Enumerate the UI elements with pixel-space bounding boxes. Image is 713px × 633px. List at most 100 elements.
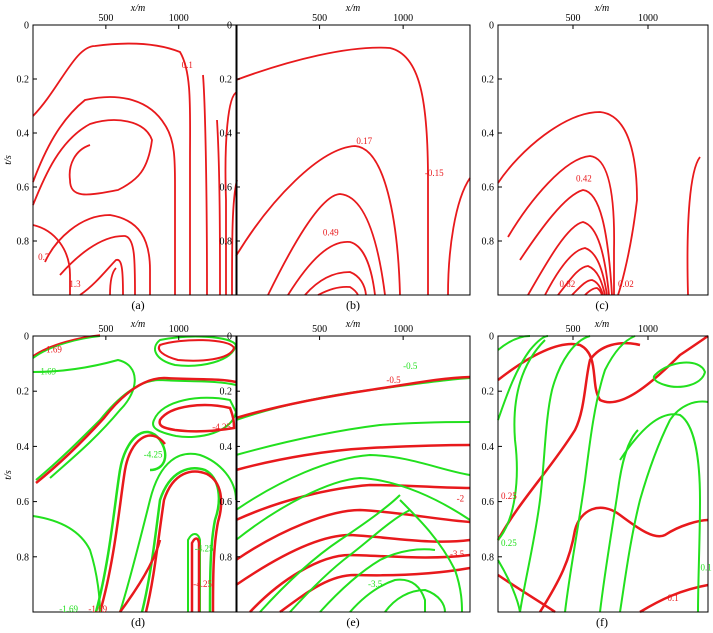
contour-label: -4.25 bbox=[144, 449, 163, 459]
contour-label: 0.25 bbox=[501, 491, 517, 501]
contour-line bbox=[35, 376, 237, 484]
contour-label: -4.25 bbox=[212, 422, 231, 432]
contour-label: -2 bbox=[457, 494, 465, 504]
x-tick-label: 1000 bbox=[169, 324, 189, 335]
contour-line bbox=[652, 361, 707, 388]
contour-line bbox=[224, 91, 238, 295]
x-tick-label: 500 bbox=[312, 324, 327, 335]
contour-line bbox=[619, 413, 702, 613]
x-tick-label: 500 bbox=[98, 13, 113, 24]
caption-e: (e) bbox=[346, 615, 359, 629]
y-axis-title-a: t/s bbox=[3, 155, 14, 165]
axes-frame-e bbox=[235, 335, 471, 613]
y-tick-label: 0.8 bbox=[220, 552, 233, 563]
contour-line bbox=[497, 335, 549, 421]
contour-label: -1.69 bbox=[88, 604, 107, 614]
y-tick-label: 0.6 bbox=[17, 497, 30, 508]
contour-line bbox=[507, 155, 616, 295]
contour-line bbox=[235, 483, 471, 522]
axes-frame-d bbox=[32, 335, 238, 613]
contour-label: 0.82 bbox=[560, 279, 576, 289]
y-axis-title-d: t/s bbox=[3, 470, 14, 480]
contour-line bbox=[235, 145, 401, 296]
caption-f: (f) bbox=[596, 615, 608, 629]
contour-line bbox=[32, 42, 192, 295]
y-tick-label: 0.8 bbox=[220, 237, 233, 248]
y-tick-label: 0.8 bbox=[17, 552, 30, 563]
y-tick-label: 0 bbox=[227, 21, 232, 32]
contour-line bbox=[32, 358, 136, 479]
contour-line bbox=[190, 537, 201, 612]
contour-line bbox=[349, 578, 426, 613]
y-tick-label: 0 bbox=[489, 332, 494, 343]
contour-label: -0.15 bbox=[425, 168, 444, 178]
y-tick-label: 0.4 bbox=[482, 129, 495, 140]
contour-line bbox=[235, 46, 429, 295]
contour-line bbox=[571, 279, 604, 296]
contour-line bbox=[564, 335, 636, 613]
panel-f: x/m (f) bbox=[496, 319, 709, 629]
contour-label: 0.1 bbox=[668, 593, 679, 603]
contour-line bbox=[384, 588, 446, 613]
contour-line bbox=[497, 335, 531, 351]
axes-frames: 500 1000 0 0.2 0.4 0.6 0.8 500 1000 0 0.2 0.4 0.6 0.8… bbox=[17, 13, 709, 613]
contour-line bbox=[152, 396, 238, 438]
x-tick-label: 500 bbox=[98, 324, 113, 335]
y-tick-label: 0.6 bbox=[482, 183, 495, 194]
contour-label: 0.42 bbox=[576, 174, 592, 184]
contour-line bbox=[544, 247, 608, 296]
contour-line bbox=[497, 559, 521, 613]
contour-line bbox=[287, 241, 376, 296]
contour-label: 0.25 bbox=[501, 538, 517, 548]
y-tick-label: 0.2 bbox=[220, 387, 233, 398]
contour-label: -4.25 bbox=[195, 543, 214, 553]
y-tick-label: 0.4 bbox=[17, 129, 30, 140]
contour-line bbox=[447, 177, 471, 296]
contour-label: -1.69 bbox=[37, 367, 56, 377]
contour-line bbox=[289, 509, 411, 613]
contour-label: -0.5 bbox=[403, 361, 418, 371]
contour-line bbox=[497, 573, 556, 614]
contour-line bbox=[399, 499, 463, 613]
contour-line bbox=[235, 453, 471, 511]
contour-line bbox=[158, 339, 236, 362]
caption-c: (c) bbox=[595, 298, 608, 312]
contour-line bbox=[497, 334, 709, 404]
y-tick-label: 0.8 bbox=[482, 237, 495, 248]
contour-line bbox=[158, 403, 236, 433]
contour-line bbox=[619, 400, 709, 613]
contour-line bbox=[304, 271, 367, 296]
contour-line bbox=[496, 341, 641, 541]
y-tick-label: 0.2 bbox=[17, 387, 30, 398]
contour-line bbox=[557, 265, 606, 296]
contour-label: 0.1 bbox=[182, 60, 193, 70]
contour-label: -0.5 bbox=[386, 375, 401, 385]
contour-label-layer: 0.10.71.30.17-0.150.490.420.82 0.02-1.69-… bbox=[37, 60, 711, 614]
x-tick-label: 500 bbox=[566, 324, 581, 335]
contour-line bbox=[235, 377, 471, 421]
contour-line bbox=[235, 443, 471, 472]
axes-frame-c bbox=[497, 24, 709, 296]
y-tick-label: 0 bbox=[24, 21, 29, 32]
x-tick-label: 1000 bbox=[393, 324, 413, 335]
contour-line bbox=[584, 287, 603, 296]
y-tick-label: 0.6 bbox=[482, 497, 495, 508]
contour-line bbox=[497, 339, 546, 541]
y-tick-label: 0.2 bbox=[482, 75, 495, 86]
contour-label: 0.17 bbox=[356, 136, 372, 146]
x-axis-title-f: x/m bbox=[594, 319, 609, 330]
x-tick-label: 1000 bbox=[393, 13, 413, 24]
contour-line bbox=[519, 189, 613, 296]
contour-label: -3.5 bbox=[368, 579, 383, 589]
x-axis-title-c: x/m bbox=[594, 3, 609, 14]
contour-line bbox=[187, 533, 201, 612]
contour-label: 1.3 bbox=[69, 279, 81, 289]
contour-line bbox=[279, 566, 471, 614]
contour-line bbox=[202, 74, 208, 296]
y-tick-label: 0.8 bbox=[17, 237, 30, 248]
contour-line bbox=[686, 156, 701, 296]
contour-line bbox=[98, 434, 166, 613]
contour-line bbox=[527, 221, 610, 296]
y-tick-label: 0 bbox=[24, 332, 29, 343]
